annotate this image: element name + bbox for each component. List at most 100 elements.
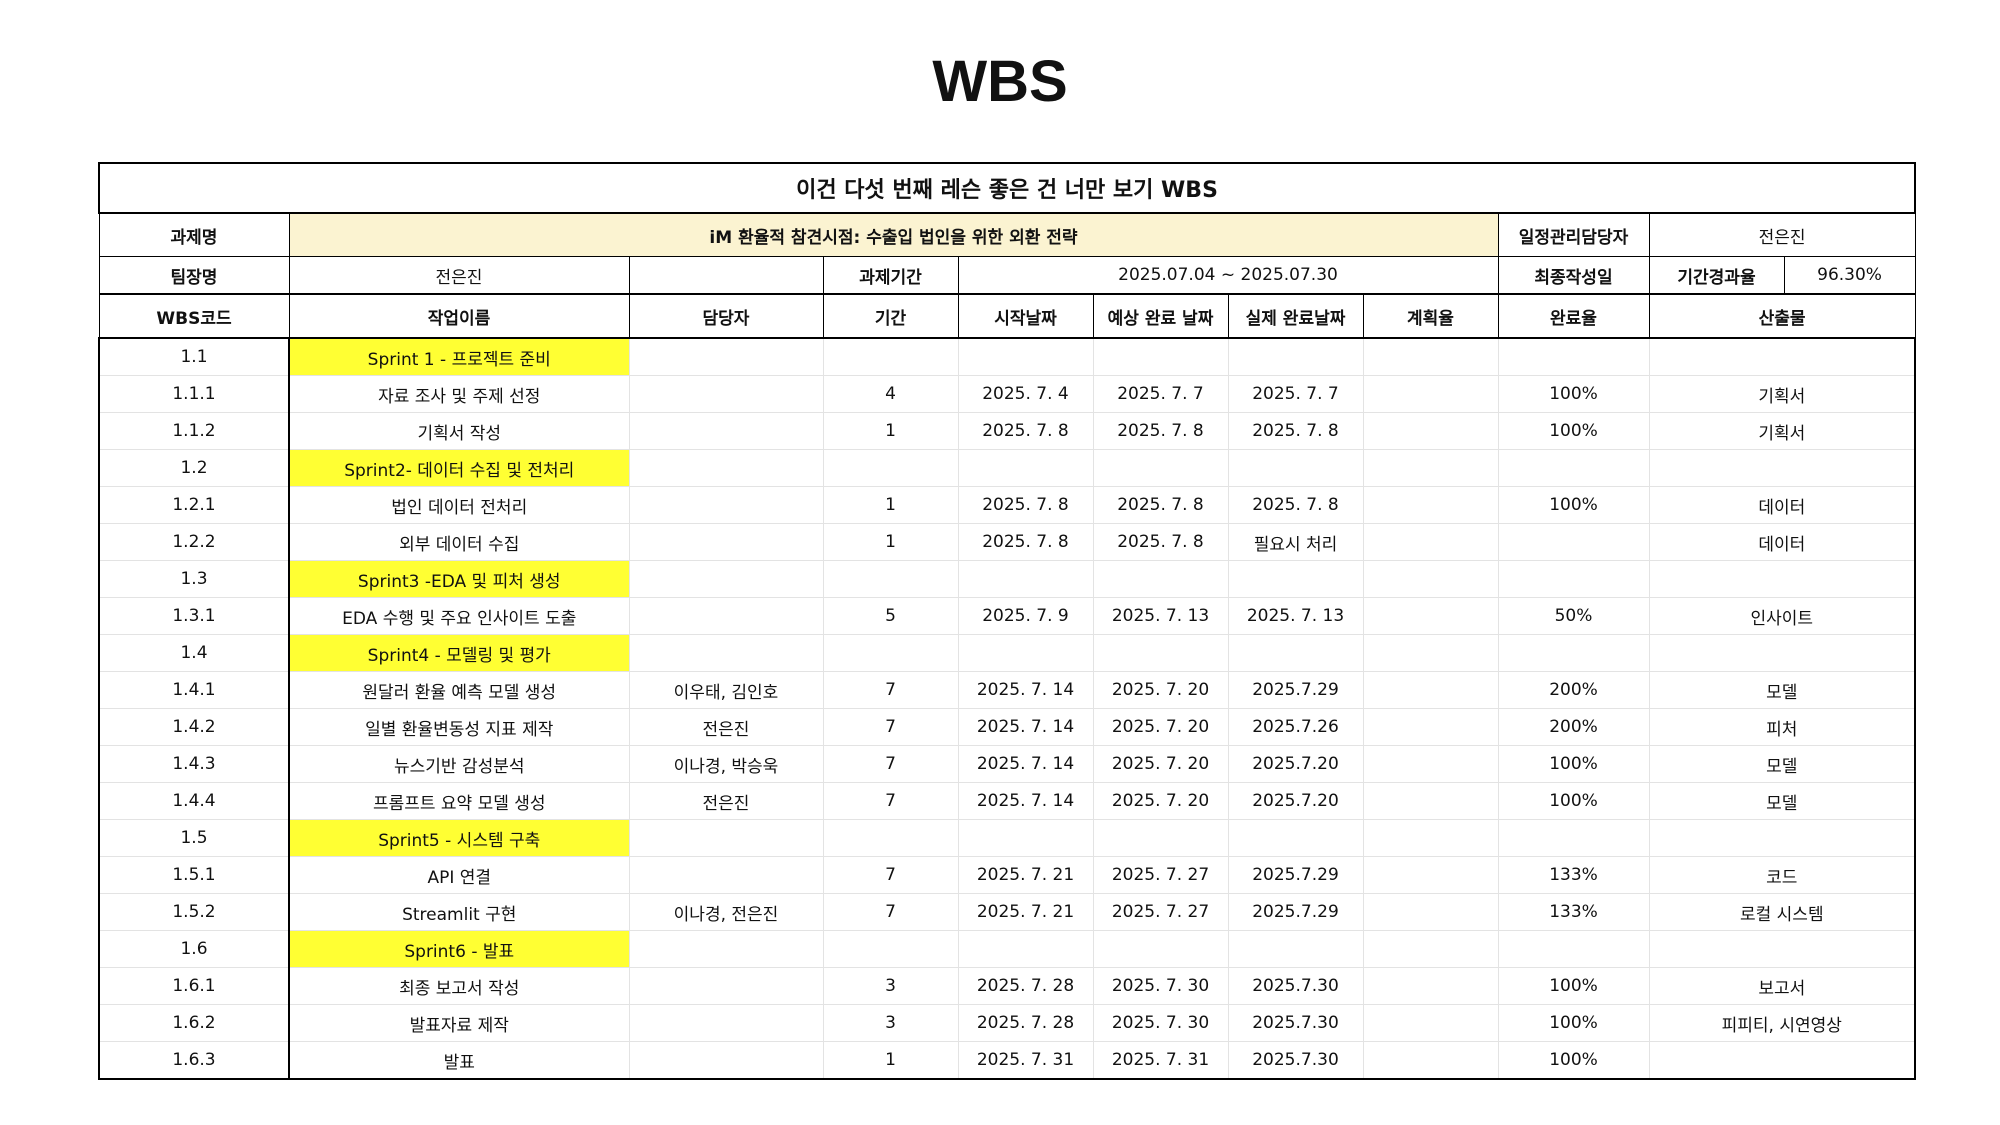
duration-cell: 3 xyxy=(822,967,959,1005)
duration-cell xyxy=(822,337,959,376)
table-row: 1.6 Sprint6 - 발표 xyxy=(98,930,1917,968)
start-date-cell xyxy=(957,634,1094,672)
duration-cell xyxy=(822,560,959,598)
actual-date-cell xyxy=(1227,930,1364,968)
start-date-cell: 2025. 7. 14 xyxy=(957,745,1094,783)
owner-cell xyxy=(628,1004,824,1042)
plan-rate-cell xyxy=(1362,708,1499,746)
done-rate-cell: 100% xyxy=(1497,486,1650,524)
output-cell: 데이터 xyxy=(1648,523,1917,561)
done-rate-cell: 133% xyxy=(1497,893,1650,931)
plan-rate-cell xyxy=(1362,449,1499,487)
duration-cell: 7 xyxy=(822,856,959,894)
wbs-code-cell: 1.1 xyxy=(98,337,290,376)
task-name-cell: Sprint 1 - 프로젝트 준비 xyxy=(288,337,630,376)
owner-cell: 이나경, 전은진 xyxy=(628,893,824,931)
actual-date-cell: 2025. 7. 7 xyxy=(1227,375,1364,413)
wbs-code-cell: 1.3 xyxy=(98,560,290,598)
wbs-code-cell: 1.4.1 xyxy=(98,671,290,709)
done-rate-cell: 50% xyxy=(1497,597,1650,635)
column-header: 기간 xyxy=(822,293,959,339)
task-name-cell: 일별 환율변동성 지표 제작 xyxy=(288,708,630,746)
done-rate-cell: 100% xyxy=(1497,1041,1650,1080)
start-date-cell: 2025. 7. 4 xyxy=(957,375,1094,413)
topic-label: 과제명 xyxy=(98,212,290,257)
table-row: 1.5.1 API 연결 7 2025. 7. 21 2025. 7. 27 2025.7… xyxy=(98,856,1917,894)
output-cell: 데이터 xyxy=(1648,486,1917,524)
output-cell: 모델 xyxy=(1648,745,1917,783)
elapsed-value: 96.30% xyxy=(1783,256,1916,295)
start-date-cell: 2025. 7. 14 xyxy=(957,671,1094,709)
topic-value: iM 환율적 참견시점: 수출입 법인을 위한 외환 전략 xyxy=(288,212,1499,257)
plan-rate-cell xyxy=(1362,745,1499,783)
actual-date-cell xyxy=(1227,560,1364,598)
task-name-cell: 외부 데이터 수집 xyxy=(288,523,630,561)
expected-date-cell: 2025. 7. 20 xyxy=(1092,782,1229,820)
table-row: 1.6.1 최종 보고서 작성 3 2025. 7. 28 2025. 7. 30 202… xyxy=(98,967,1917,1005)
owner-cell xyxy=(628,967,824,1005)
actual-date-cell: 2025. 7. 13 xyxy=(1227,597,1364,635)
plan-rate-cell xyxy=(1362,782,1499,820)
output-cell: 모델 xyxy=(1648,671,1917,709)
task-name-cell: 프롬프트 요약 모델 생성 xyxy=(288,782,630,820)
duration-cell: 1 xyxy=(822,486,959,524)
output-cell: 피피티, 시연영상 xyxy=(1648,1004,1917,1042)
last-written-label: 최종작성일 xyxy=(1497,256,1650,295)
duration-cell xyxy=(822,634,959,672)
expected-date-cell: 2025. 7. 31 xyxy=(1092,1041,1229,1080)
actual-date-cell: 2025.7.20 xyxy=(1227,782,1364,820)
expected-date-cell: 2025. 7. 8 xyxy=(1092,523,1229,561)
sheet-title: 이건 다섯 번째 레슨 좋은 건 너만 보기 WBS xyxy=(97,162,1917,214)
table-row: 1.4.4 프롬프트 요약 모델 생성 전은진 7 2025. 7. 14 2025. 7… xyxy=(98,782,1917,820)
expected-date-cell: 2025. 7. 8 xyxy=(1092,486,1229,524)
duration-cell xyxy=(822,930,959,968)
owner-cell xyxy=(628,486,824,524)
plan-rate-cell xyxy=(1362,671,1499,709)
wbs-body: 1.1 Sprint 1 - 프로젝트 준비 1.1.1 자료 조사 및 주제 선정 4… xyxy=(98,337,1917,1080)
output-cell: 로컬 시스템 xyxy=(1648,893,1917,931)
start-date-cell xyxy=(957,560,1094,598)
task-name-cell: 발표자료 제작 xyxy=(288,1004,630,1042)
table-row: 1.1 Sprint 1 - 프로젝트 준비 xyxy=(98,337,1917,376)
plan-rate-cell xyxy=(1362,893,1499,931)
start-date-cell xyxy=(957,449,1094,487)
leader-label: 팀장명 xyxy=(98,256,290,295)
task-name-cell: Sprint3 -EDA 및 피처 생성 xyxy=(288,560,630,598)
owner-cell: 전은진 xyxy=(628,708,824,746)
expected-date-cell: 2025. 7. 30 xyxy=(1092,1004,1229,1042)
done-rate-cell: 100% xyxy=(1497,782,1650,820)
output-cell: 모델 xyxy=(1648,782,1917,820)
plan-rate-cell xyxy=(1362,930,1499,968)
done-rate-cell xyxy=(1497,930,1650,968)
actual-date-cell: 2025.7.30 xyxy=(1227,967,1364,1005)
duration-cell: 3 xyxy=(822,1004,959,1042)
plan-rate-cell xyxy=(1362,1004,1499,1042)
output-cell: 기획서 xyxy=(1648,375,1917,413)
expected-date-cell: 2025. 7. 30 xyxy=(1092,967,1229,1005)
column-header: 예상 완료 날짜 xyxy=(1092,293,1229,339)
start-date-cell: 2025. 7. 9 xyxy=(957,597,1094,635)
schedule-manager-label: 일정관리담당자 xyxy=(1497,212,1650,257)
task-name-cell: Sprint4 - 모델링 및 평가 xyxy=(288,634,630,672)
plan-rate-cell xyxy=(1362,337,1499,376)
elapsed-label: 기간경과율 xyxy=(1648,256,1785,295)
wbs-code-cell: 1.2.1 xyxy=(98,486,290,524)
column-header: WBS코드 xyxy=(98,293,290,339)
done-rate-cell: 100% xyxy=(1497,1004,1650,1042)
done-rate-cell xyxy=(1497,560,1650,598)
duration-cell: 5 xyxy=(822,597,959,635)
wbs-code-cell: 1.3.1 xyxy=(98,597,290,635)
wbs-code-cell: 1.2 xyxy=(98,449,290,487)
table-row: 1.5 Sprint5 - 시스템 구축 xyxy=(98,819,1917,857)
column-header: 작업이름 xyxy=(288,293,630,339)
table-row: 1.3.1 EDA 수행 및 주요 인사이트 도출 5 2025. 7. 9 2025.… xyxy=(98,597,1917,635)
task-name-cell: 최종 보고서 작성 xyxy=(288,967,630,1005)
expected-date-cell: 2025. 7. 7 xyxy=(1092,375,1229,413)
output-cell xyxy=(1648,819,1917,857)
wbs-sheet: 이건 다섯 번째 레슨 좋은 건 너만 보기 WBS 과제명 iM 환율적 참견… xyxy=(97,162,1917,1080)
output-cell xyxy=(1648,634,1917,672)
start-date-cell: 2025. 7. 14 xyxy=(957,782,1094,820)
duration-cell: 7 xyxy=(822,671,959,709)
table-row: 1.4.1 원달러 환율 예측 모델 생성 이우태, 김인호 7 2025. 7. 14… xyxy=(98,671,1917,709)
